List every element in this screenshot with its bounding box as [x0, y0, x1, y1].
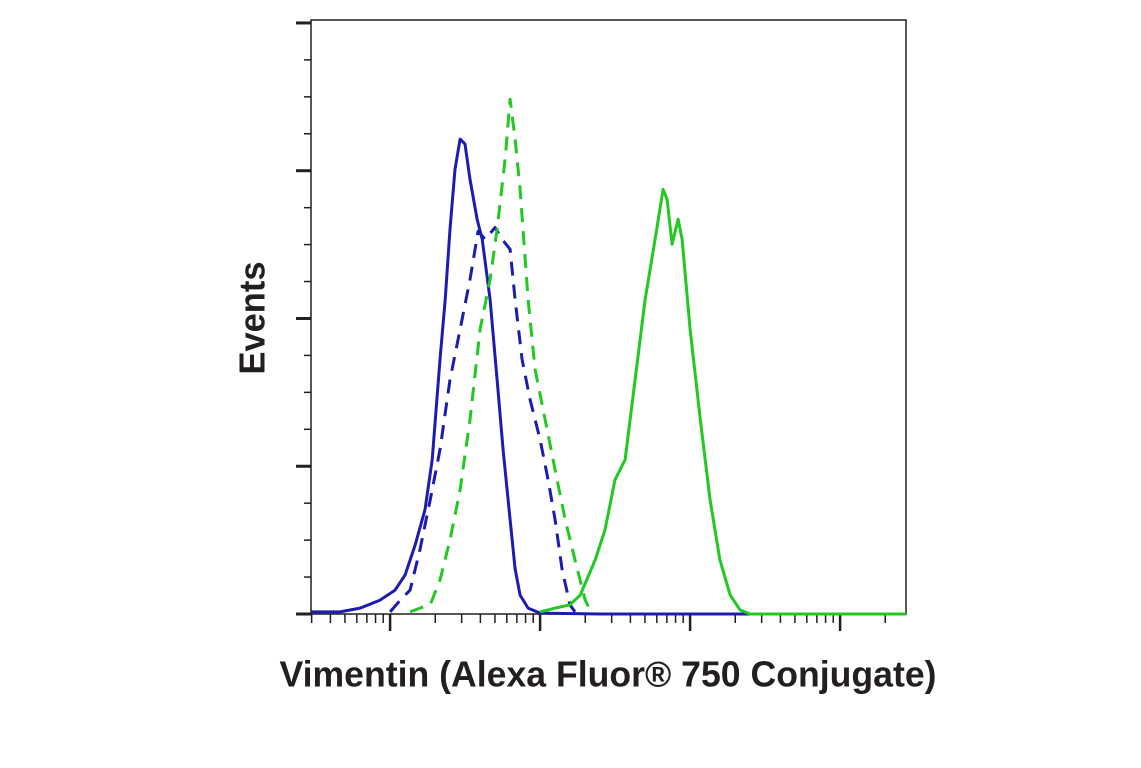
histogram-line: [409, 97, 592, 614]
histogram-line: [388, 226, 577, 613]
x-axis-label: Vimentin (Alexa Fluor® 750 Conjugate): [280, 654, 937, 695]
plot-frame: [310, 19, 907, 615]
histogram-line: [539, 187, 906, 616]
histogram-line: [311, 137, 906, 616]
y-axis-label: Events: [232, 262, 273, 375]
